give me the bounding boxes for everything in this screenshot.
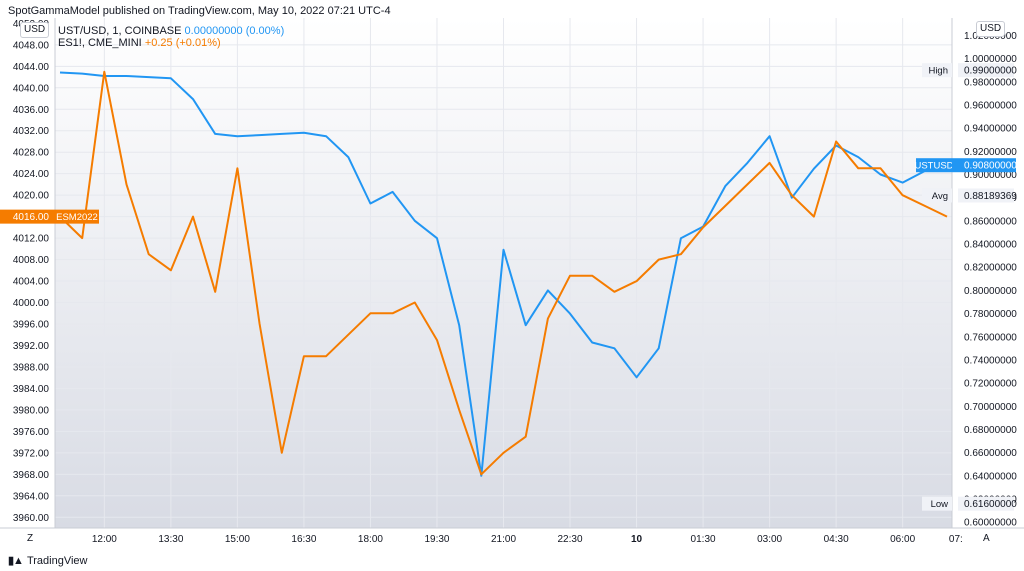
ust-tag-label: USTUSD (914, 161, 953, 172)
stat-name-label: Low (931, 499, 949, 510)
series-line-es1- (59, 70, 948, 476)
legend-es: ES1!, CME_MINI +0.25 (+0.01%) (58, 37, 221, 49)
left-tick-label: 4000.00 (13, 298, 50, 309)
stat-value-bg (958, 63, 1014, 78)
x-tick-label: 16:30 (291, 534, 316, 545)
price-chart[interactable]: 3960.00 3964.00 3968.00 3972.00 3976.00 3980.… (0, 18, 1024, 548)
right-tick-label: 0.60000000 (964, 518, 1017, 529)
left-tick-label: 4040.00 (13, 83, 50, 94)
right-tick-label: 0.80000000 (964, 286, 1017, 297)
right-tick-label: 0.92000000 (964, 147, 1017, 158)
x-tick-label: 06:00 (890, 534, 915, 545)
left-tick-label: 4028.00 (13, 148, 50, 159)
left-tick-label: 3980.00 (13, 405, 50, 416)
x-tick-label: 15:00 (225, 534, 250, 545)
stat-name-label: High (928, 66, 948, 77)
right-tick-label: 0.90000000 (964, 170, 1017, 181)
right-tick-label: 0.96000000 (964, 100, 1017, 111)
right-tick-label: 0.68000000 (964, 425, 1017, 436)
x-tick-label: 07: (949, 534, 963, 545)
left-tick-label: 3960.00 (13, 513, 50, 524)
right-unit-badge[interactable]: USD (976, 21, 1006, 37)
left-unit-badge[interactable]: USD (20, 22, 50, 38)
x-tick-label: 03:00 (757, 534, 782, 545)
right-tick-label: 0.70000000 (964, 402, 1017, 413)
right-tick-label: 0.98000000 (964, 77, 1017, 88)
stat-value-label: 0.99000000 (964, 66, 1017, 77)
stat-tag-bg (922, 496, 952, 511)
right-tick-label: 0.76000000 (964, 332, 1017, 343)
right-tick-label: 0.82000000 (964, 263, 1017, 274)
ust-tag-bg (916, 158, 952, 173)
x-tick-label: 22:30 (558, 534, 583, 545)
right-tick-label: 0.78000000 (964, 309, 1017, 320)
footer-brand-label: TradingView (26, 554, 88, 567)
stat-name-label: Avg (932, 191, 948, 202)
left-tick-label: 4020.00 (13, 191, 50, 202)
series-line-ust-usd (59, 71, 948, 477)
ust-value-bg (952, 158, 1016, 173)
footer-brand: ▮▲ TradingView (8, 554, 88, 568)
left-tick-label: 3976.00 (13, 427, 50, 438)
x-tick-label: 10 (631, 534, 643, 545)
left-tick-label: 3988.00 (13, 362, 50, 373)
left-tick-label: 4012.00 (13, 234, 50, 245)
left-tick-label: 3996.00 (13, 320, 50, 331)
x-tick-label: 04:30 (824, 534, 849, 545)
left-tick-label: 4032.00 (13, 126, 50, 137)
right-tick-label: 0.72000000 (964, 379, 1017, 390)
legend-es-value: +0.25 (+0.01%) (144, 37, 221, 49)
publisher-line: SpotGammaModel published on TradingView.… (8, 5, 391, 17)
x-tick-label: 19:30 (424, 534, 449, 545)
x-tick-label: 12:00 (92, 534, 117, 545)
es-tag-label: ESM2022 (56, 212, 98, 223)
x-tick-label: 01:30 (691, 534, 716, 545)
left-tick-label: 3984.00 (13, 384, 50, 395)
left-tick-label: 4036.00 (13, 105, 50, 116)
left-tick-label: 3968.00 (13, 470, 50, 481)
es-value-bg (0, 209, 55, 224)
right-tick-label: 0.64000000 (964, 471, 1017, 482)
es-tag-bg (55, 209, 99, 224)
right-tick-label: 0.94000000 (964, 124, 1017, 135)
left-tick-label: 4024.00 (13, 169, 50, 180)
stat-value-bg (958, 496, 1014, 511)
right-tick-label: 0.84000000 (964, 240, 1017, 251)
es-value-label: 4016.00 (13, 212, 50, 223)
left-tick-label: 3972.00 (13, 448, 50, 459)
legend-ust-symbol: UST/USD, 1, COINBASE (58, 25, 182, 37)
left-tick-label: 4004.00 (13, 277, 50, 288)
x-tick-label: 13:30 (158, 534, 183, 545)
left-tick-label: 3964.00 (13, 491, 50, 502)
stat-tag-bg (922, 188, 952, 203)
ust-value-label: 0.90800000 (964, 161, 1017, 172)
left-tick-label: 4048.00 (13, 40, 50, 51)
right-tick-label: 0.86000000 (964, 216, 1017, 227)
stat-value-bg (958, 188, 1014, 203)
legend-ust: UST/USD, 1, COINBASE 0.00000000 (0.00%) (58, 25, 284, 37)
right-tick-label: 0.74000000 (964, 355, 1017, 366)
right-tick-label: 0.66000000 (964, 448, 1017, 459)
left-tick-label: 4044.00 (13, 62, 50, 73)
x-tick-label: 18:00 (358, 534, 383, 545)
stat-tag-bg (922, 63, 952, 78)
stat-value-label: 0.61600000 (964, 499, 1017, 510)
tradingview-logo-icon: ▮▲ (8, 555, 24, 567)
left-tick-label: 4008.00 (13, 255, 50, 266)
legend-es-symbol: ES1!, CME_MINI (58, 37, 142, 49)
x-tick-label: 21:00 (491, 534, 516, 545)
stat-value-label: 0.88189369 (964, 191, 1017, 202)
auto-scale-button[interactable]: A (983, 533, 990, 544)
right-tick-label: 1.00000000 (964, 54, 1017, 65)
zoom-toggle-button[interactable]: Z (27, 533, 34, 544)
chart-area[interactable]: 3960.00 3964.00 3968.00 3972.00 3976.00 3980.… (0, 18, 1024, 548)
legend-ust-value: 0.00000000 (0.00%) (184, 25, 285, 37)
left-tick-label: 3992.00 (13, 341, 50, 352)
